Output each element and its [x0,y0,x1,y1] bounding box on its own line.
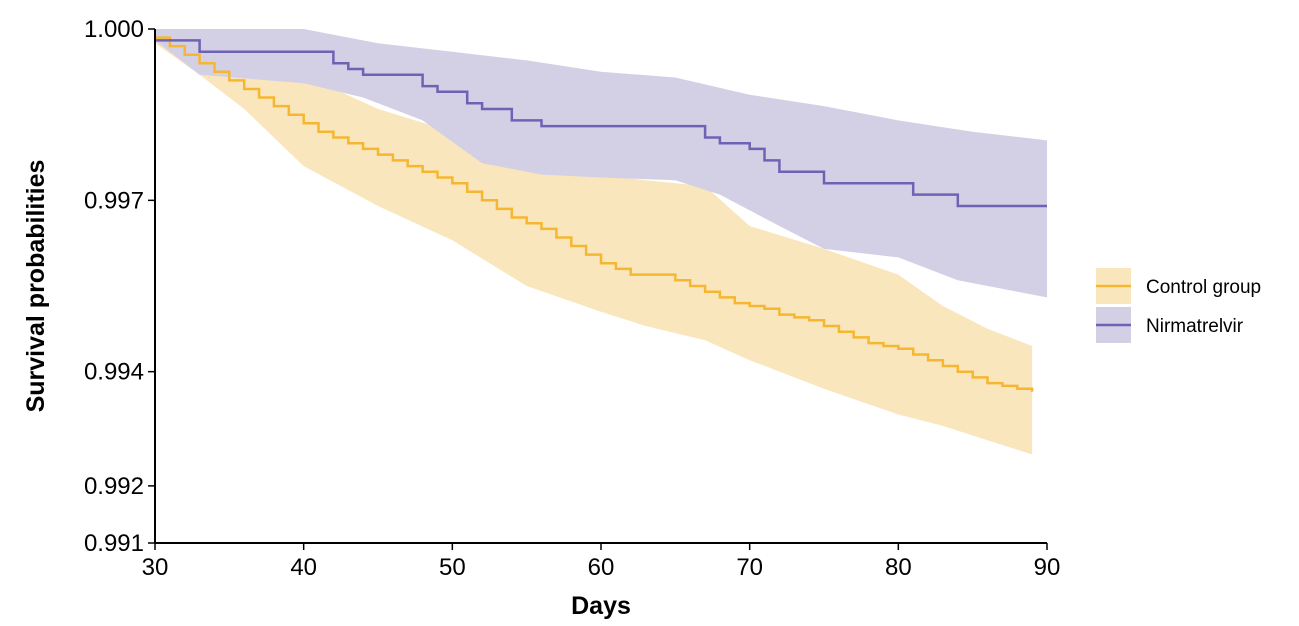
y-axis-title: Survival probabilities [22,160,50,413]
x-axis-title: Days [571,592,631,620]
y-tick-label: 1.000 [84,16,144,43]
band-control-group [155,29,1033,455]
x-tick-label: 90 [1034,554,1061,581]
confidence-bands [155,29,1047,455]
y-tick-label: 0.992 [84,473,144,500]
x-tick-label: 50 [439,554,466,581]
survival-lines [155,36,1047,392]
line-nirmatrelvir [155,39,1047,208]
y-tick-label: 0.991 [84,530,144,557]
y-tick-label: 0.997 [84,187,144,214]
legend-label-nirmatrelvir: Nirmatrelvir [1146,316,1244,337]
legend: Control group Nirmatrelvir [1096,268,1261,343]
y-tick-label: 0.994 [84,359,144,386]
x-tick-label: 30 [142,554,169,581]
axes: 0.991 0.992 0.994 0.997 1.000 30 40 50 60 70 80 90 [84,16,1060,581]
x-tick-label: 70 [736,554,763,581]
x-tick-label: 80 [885,554,912,581]
band-nirmatrelvir [155,29,1047,298]
x-tick-label: 40 [290,554,317,581]
line-control-group [155,36,1034,392]
legend-label-control-group: Control group [1146,277,1261,298]
x-tick-label: 60 [588,554,615,581]
